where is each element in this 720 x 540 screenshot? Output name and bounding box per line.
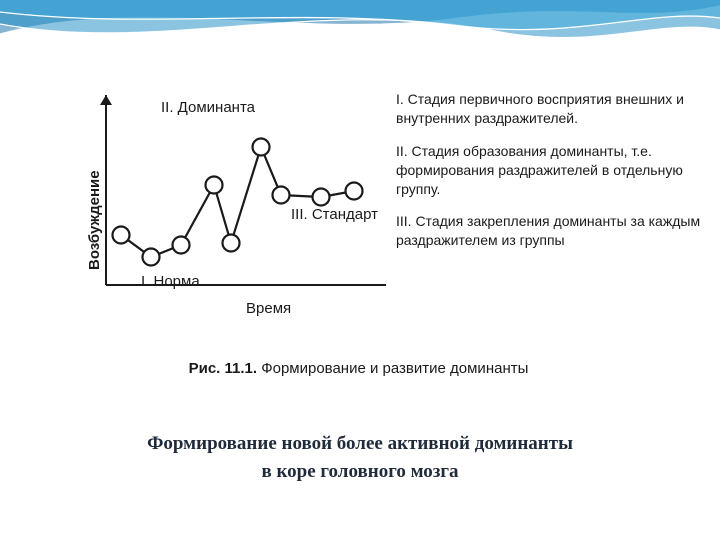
legend-item-3: III. Стадия закрепления доминанты за каж… (396, 212, 706, 250)
stage-label-1: I. Норма (141, 273, 200, 290)
legend-item-2: II. Стадия образования доминанты, т.е. ф… (396, 142, 706, 199)
slide-caption: Формирование новой более активной домина… (0, 430, 720, 485)
figure-caption: Рис. 11.1. Формирование и развитие домин… (36, 360, 681, 377)
figure-caption-prefix: Рис. 11.1. (189, 360, 257, 377)
legend-item-1: I. Стадия первичного восприятия внешних … (396, 90, 706, 128)
figure-panel: Возбуждение Время I. Норма II. Доминанта… (36, 40, 681, 410)
x-axis-label: Время (246, 300, 291, 317)
slide-caption-line1: Формирование новой более активной домина… (0, 430, 720, 458)
excitation-chart: Возбуждение Время I. Норма II. Доминанта… (76, 85, 386, 340)
y-axis-label: Возбуждение (86, 170, 103, 270)
figure-caption-text: Формирование и развитие доминанты (261, 360, 528, 377)
stage-label-2: II. Доминанта (161, 99, 255, 116)
stage-legend: I. Стадия первичного восприятия внешних … (396, 90, 706, 264)
stage-label-3: III. Стандарт (291, 206, 378, 223)
slide-caption-line2: в коре головного мозга (0, 458, 720, 486)
